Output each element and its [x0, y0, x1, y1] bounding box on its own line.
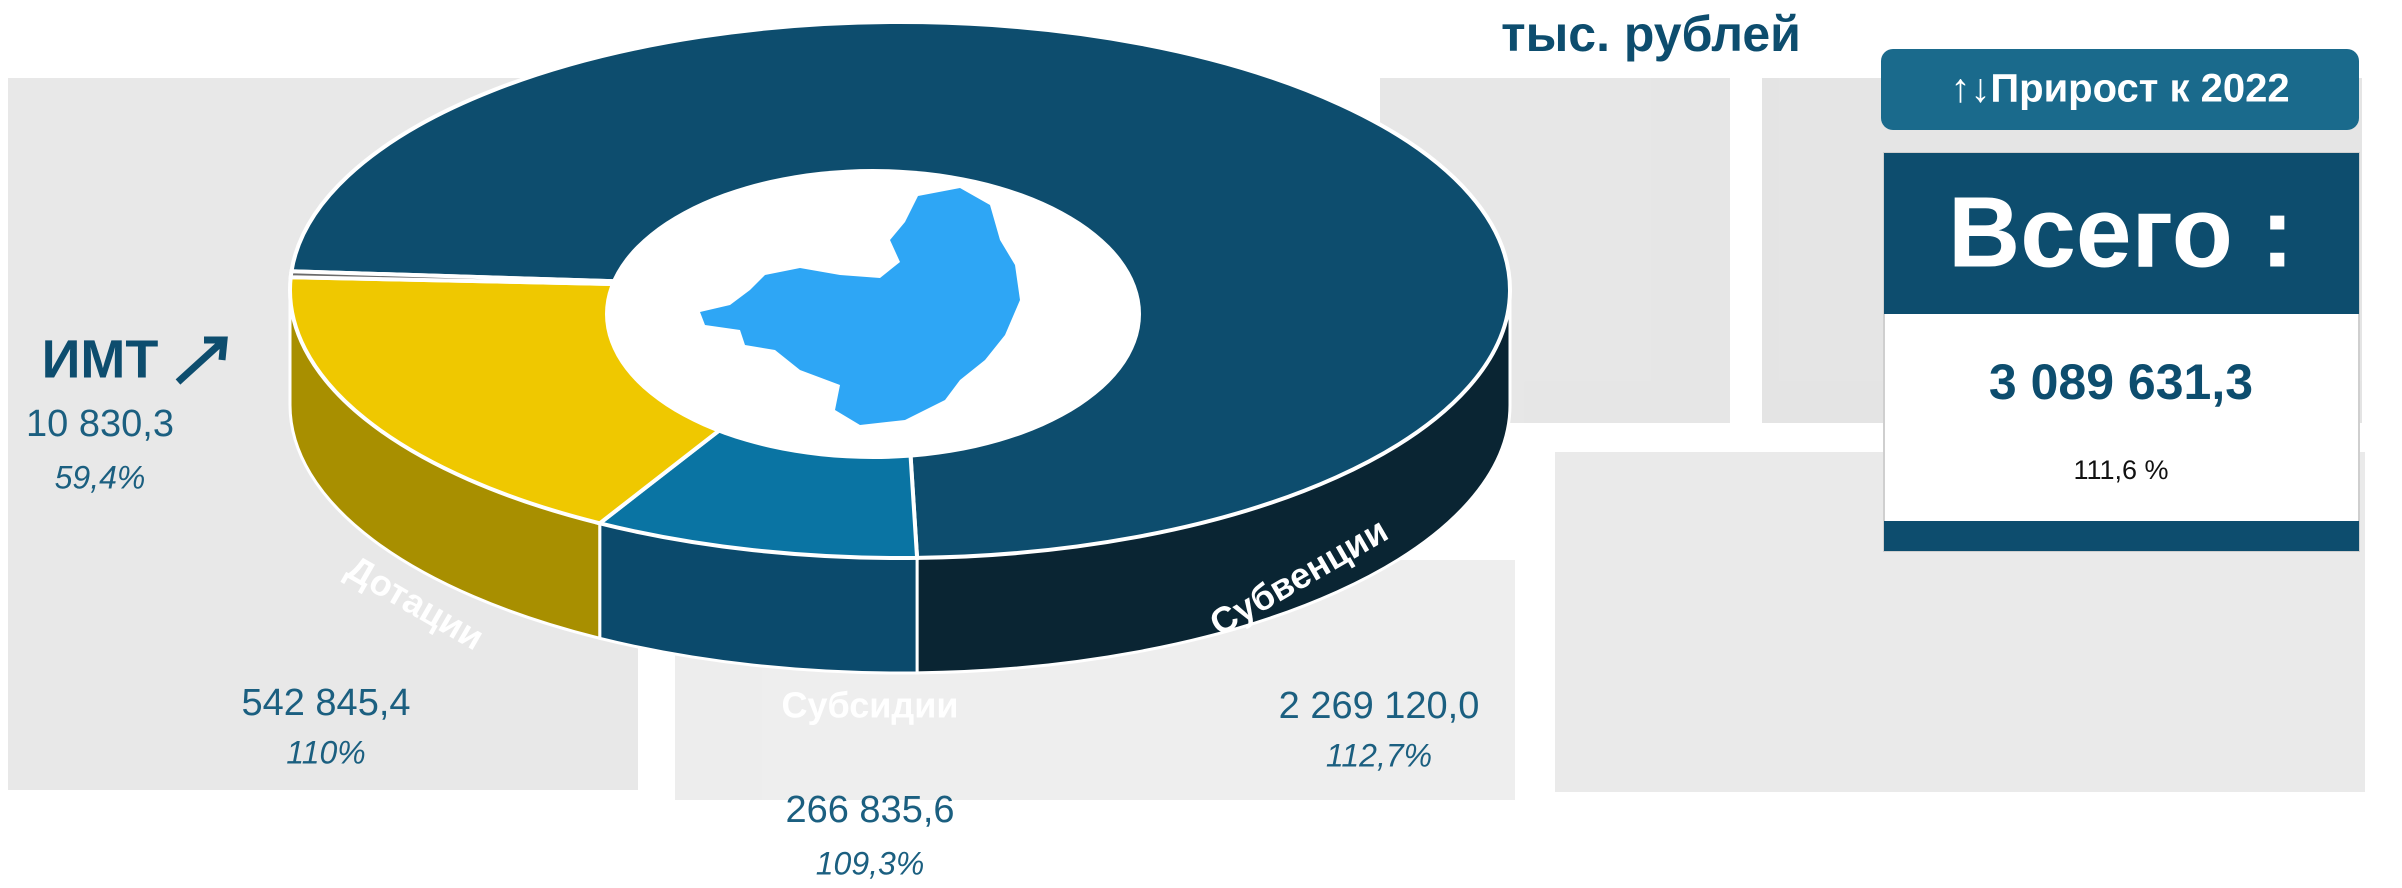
growth-label: 110% — [286, 734, 365, 770]
total-value: 3 089 631,3 — [1989, 354, 2253, 410]
growth-label: 109,3% — [816, 845, 925, 881]
growth-label: 112,7% — [1326, 737, 1432, 773]
value-label: 10 830,3 — [26, 403, 174, 445]
total-growth: 111,6 % — [2073, 455, 2168, 485]
value-label: 2 269 120,0 — [1279, 685, 1480, 727]
infographic: тыс. рублей ↑↓Прирост к 2022 Всего : 3 0… — [0, 0, 2402, 888]
badge-text: ↑↓Прирост к 2022 — [1950, 67, 2289, 111]
total-label: Всего : — [1948, 176, 2294, 288]
total-footer — [1884, 521, 2359, 551]
value-label: 542 845,4 — [241, 682, 410, 724]
slice-name: ИМТ — [42, 329, 159, 389]
slice-name: Субсидии — [781, 685, 958, 726]
growth-label: 59,4% — [55, 459, 146, 495]
value-label: 266 835,6 — [785, 789, 954, 831]
right-panel: ↑↓Прирост к 2022 Всего : 3 089 631,3 111… — [1881, 49, 2359, 551]
unit-label: тыс. рублей — [1501, 6, 1801, 62]
